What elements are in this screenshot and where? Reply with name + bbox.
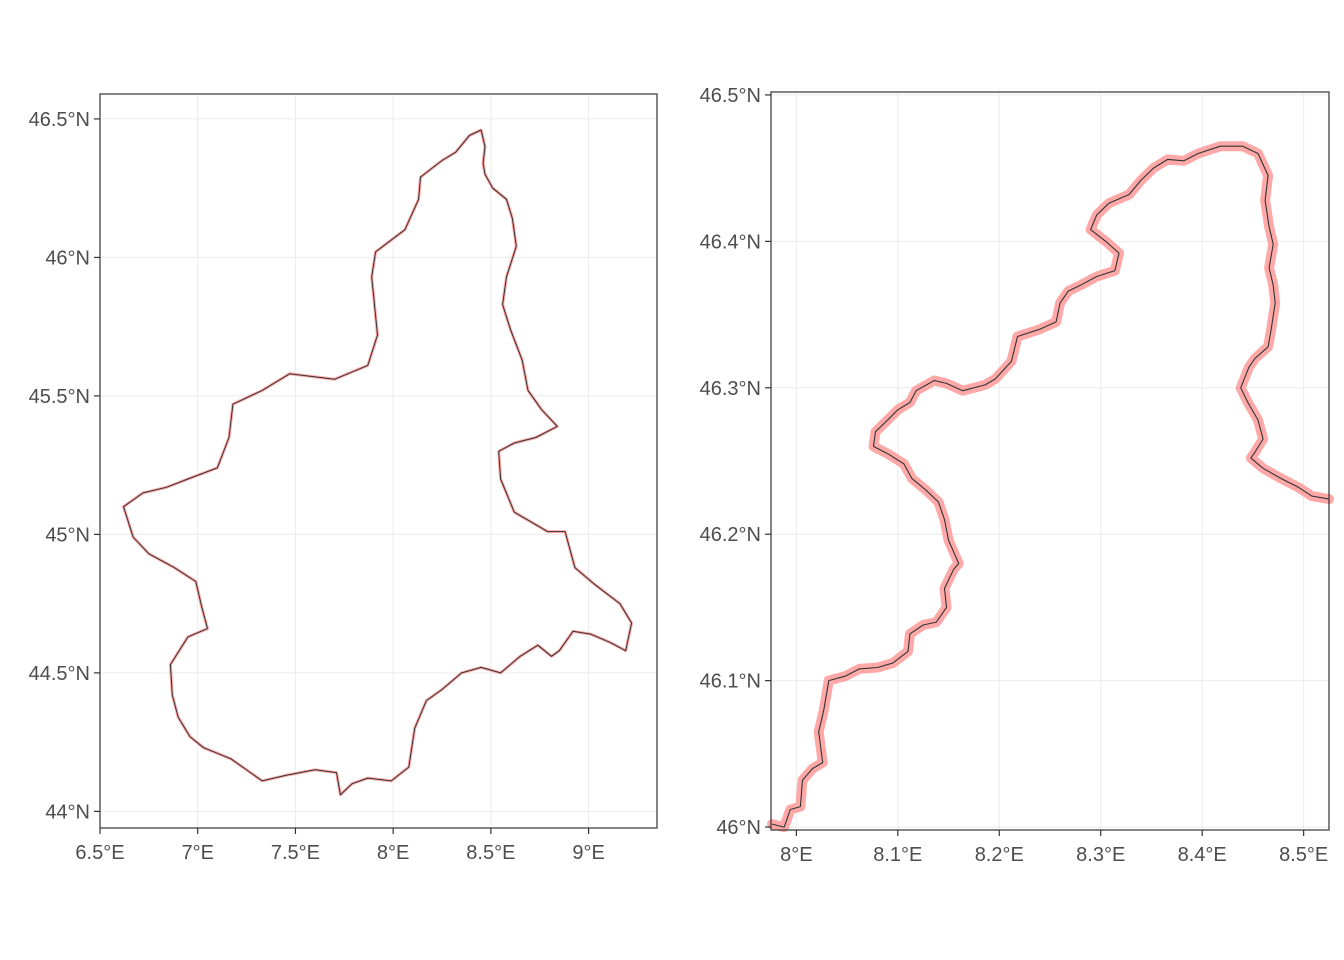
overview-axes: 6.5°E 7°E 7.5°E 8°E 8.5°E 9°E 44°N 44.5°N 45°N 45… [29,109,605,864]
overview-panel-border [99,93,658,829]
y-tick-label: 46.4°N [700,231,761,253]
detail-map-panel: 8°E 8.1°E 8.2°E 8.3°E 8.4°E 8.5°E 46°N 46.1°N 46… [700,85,1334,866]
border-segment-outline [771,145,1330,828]
overview-gridlines [99,94,657,828]
x-tick-label: 7.5°E [271,842,320,864]
y-tick-label: 46°N [716,817,761,839]
x-tick-label: 8.2°E [975,844,1024,866]
x-tick-label: 7°E [181,842,213,864]
region-boundary-outline [123,129,633,796]
x-tick-label: 8.5°E [466,842,515,864]
y-tick-label: 46.2°N [700,524,761,546]
x-tick-label: 9°E [572,842,604,864]
detail-plot-background [771,92,1329,830]
y-tick-label: 44°N [45,801,90,823]
detail-panel-border [770,91,1330,831]
y-tick-label: 44.5°N [29,663,90,685]
y-tick-label: 46.5°N [29,109,90,131]
y-tick-label: 46.5°N [700,85,761,107]
x-tick-label: 8.5°E [1279,844,1328,866]
overview-map-panel: 6.5°E 7°E 7.5°E 8°E 8.5°E 9°E 44°N 44.5°N 45°N 45… [29,93,658,864]
x-tick-label: 8°E [780,844,812,866]
x-tick-label: 8.4°E [1178,844,1227,866]
y-tick-label: 46°N [45,247,90,269]
detail-axes: 8°E 8.1°E 8.2°E 8.3°E 8.4°E 8.5°E 46°N 46.1°N 46… [700,85,1329,866]
y-tick-label: 45°N [45,524,90,546]
x-tick-label: 8.3°E [1076,844,1125,866]
x-tick-label: 6.5°E [75,842,124,864]
x-tick-label: 8°E [377,842,409,864]
y-tick-label: 46.1°N [700,671,761,693]
y-tick-label: 45.5°N [29,386,90,408]
overview-plot-background [100,94,657,828]
y-tick-label: 46.3°N [700,378,761,400]
x-tick-label: 8.1°E [873,844,922,866]
